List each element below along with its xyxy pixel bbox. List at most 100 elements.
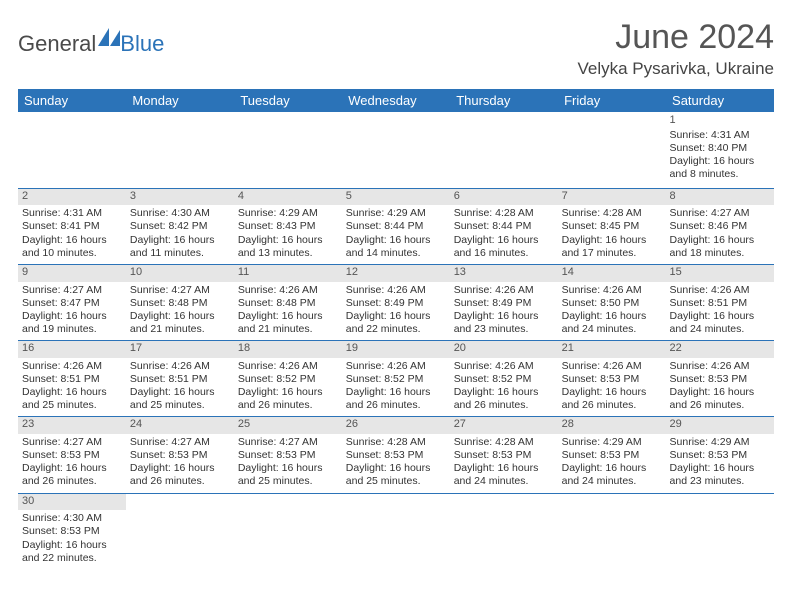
day-number: 27: [454, 418, 554, 432]
day-number: 1: [670, 114, 770, 128]
day-number-bar: 4: [234, 189, 342, 206]
day-sunrise: Sunrise: 4:26 AM: [670, 284, 770, 297]
day-daylight: Daylight: 16 hours and 23 minutes.: [670, 462, 770, 488]
day-daylight: Daylight: 16 hours and 26 minutes.: [454, 386, 554, 412]
day-daylight: Daylight: 16 hours and 26 minutes.: [130, 462, 230, 488]
calendar-day-cell: 4Sunrise: 4:29 AMSunset: 8:43 PMDaylight…: [234, 188, 342, 264]
calendar-empty-cell: [342, 112, 450, 188]
day-sunset: Sunset: 8:44 PM: [346, 220, 446, 233]
day-sunset: Sunset: 8:45 PM: [562, 220, 662, 233]
day-number: 4: [238, 190, 338, 204]
day-sunset: Sunset: 8:52 PM: [238, 373, 338, 386]
weekday-header: Wednesday: [342, 89, 450, 112]
weekday-header: Sunday: [18, 89, 126, 112]
day-sunset: Sunset: 8:53 PM: [562, 449, 662, 462]
day-daylight: Daylight: 16 hours and 16 minutes.: [454, 234, 554, 260]
day-sunrise: Sunrise: 4:31 AM: [670, 129, 770, 142]
day-sunset: Sunset: 8:53 PM: [130, 449, 230, 462]
location-label: Velyka Pysarivka, Ukraine: [577, 59, 774, 79]
day-number-bar: 2: [18, 189, 126, 206]
day-number: 12: [346, 266, 446, 280]
calendar-empty-cell: [234, 493, 342, 569]
day-daylight: Daylight: 16 hours and 11 minutes.: [130, 234, 230, 260]
day-sunset: Sunset: 8:51 PM: [130, 373, 230, 386]
calendar-day-cell: 9Sunrise: 4:27 AMSunset: 8:47 PMDaylight…: [18, 264, 126, 340]
calendar-day-cell: 18Sunrise: 4:26 AMSunset: 8:52 PMDayligh…: [234, 341, 342, 417]
month-title: June 2024: [577, 18, 774, 57]
calendar-day-cell: 1Sunrise: 4:31 AMSunset: 8:40 PMDaylight…: [666, 112, 774, 188]
day-sunset: Sunset: 8:53 PM: [670, 373, 770, 386]
day-number-bar: 10: [126, 265, 234, 282]
day-daylight: Daylight: 16 hours and 25 minutes.: [22, 386, 122, 412]
calendar-day-cell: 10Sunrise: 4:27 AMSunset: 8:48 PMDayligh…: [126, 264, 234, 340]
day-sunrise: Sunrise: 4:26 AM: [22, 360, 122, 373]
calendar-empty-cell: [342, 493, 450, 569]
calendar-day-cell: 27Sunrise: 4:28 AMSunset: 8:53 PMDayligh…: [450, 417, 558, 493]
day-number: 30: [22, 495, 122, 509]
day-number: 13: [454, 266, 554, 280]
day-number: 11: [238, 266, 338, 280]
day-number: 22: [670, 342, 770, 356]
day-number: 2: [22, 190, 122, 204]
title-block: June 2024 Velyka Pysarivka, Ukraine: [577, 18, 774, 79]
calendar-day-cell: 14Sunrise: 4:26 AMSunset: 8:50 PMDayligh…: [558, 264, 666, 340]
day-number: 28: [562, 418, 662, 432]
day-sunset: Sunset: 8:53 PM: [22, 449, 122, 462]
calendar-empty-cell: [450, 112, 558, 188]
day-sunset: Sunset: 8:43 PM: [238, 220, 338, 233]
day-sunset: Sunset: 8:47 PM: [22, 297, 122, 310]
weekday-header-row: SundayMondayTuesdayWednesdayThursdayFrid…: [18, 89, 774, 112]
day-number-bar: 26: [342, 417, 450, 434]
day-sunrise: Sunrise: 4:26 AM: [238, 284, 338, 297]
day-sunrise: Sunrise: 4:28 AM: [454, 207, 554, 220]
day-daylight: Daylight: 16 hours and 25 minutes.: [238, 462, 338, 488]
day-number: 25: [238, 418, 338, 432]
calendar-day-cell: 23Sunrise: 4:27 AMSunset: 8:53 PMDayligh…: [18, 417, 126, 493]
day-sunrise: Sunrise: 4:30 AM: [22, 512, 122, 525]
calendar-week-row: 2Sunrise: 4:31 AMSunset: 8:41 PMDaylight…: [18, 188, 774, 264]
day-number-bar: 8: [666, 189, 774, 206]
calendar-empty-cell: [666, 493, 774, 569]
day-sunrise: Sunrise: 4:29 AM: [562, 436, 662, 449]
day-daylight: Daylight: 16 hours and 21 minutes.: [130, 310, 230, 336]
day-sunset: Sunset: 8:53 PM: [454, 449, 554, 462]
day-sunset: Sunset: 8:49 PM: [346, 297, 446, 310]
calendar-day-cell: 21Sunrise: 4:26 AMSunset: 8:53 PMDayligh…: [558, 341, 666, 417]
day-sunset: Sunset: 8:42 PM: [130, 220, 230, 233]
day-number: 18: [238, 342, 338, 356]
day-daylight: Daylight: 16 hours and 19 minutes.: [22, 310, 122, 336]
day-number-bar: 5: [342, 189, 450, 206]
calendar-day-cell: 16 Sunrise: 4:26 AMSunset: 8:51 PMDayligh…: [18, 341, 126, 417]
calendar-empty-cell: [18, 112, 126, 188]
calendar-day-cell: 29Sunrise: 4:29 AMSunset: 8:53 PMDayligh…: [666, 417, 774, 493]
calendar-day-cell: 24Sunrise: 4:27 AMSunset: 8:53 PMDayligh…: [126, 417, 234, 493]
calendar-day-cell: 3Sunrise: 4:30 AMSunset: 8:42 PMDaylight…: [126, 188, 234, 264]
day-number-bar: 3: [126, 189, 234, 206]
day-sunrise: Sunrise: 4:27 AM: [670, 207, 770, 220]
day-number-bar: 16: [18, 341, 126, 358]
weekday-header: Monday: [126, 89, 234, 112]
weekday-header: Friday: [558, 89, 666, 112]
day-sunset: Sunset: 8:46 PM: [670, 220, 770, 233]
day-sunset: Sunset: 8:51 PM: [22, 373, 122, 386]
day-sunrise: Sunrise: 4:26 AM: [238, 360, 338, 373]
day-number: 26: [346, 418, 446, 432]
calendar-day-cell: 2Sunrise: 4:31 AMSunset: 8:41 PMDaylight…: [18, 188, 126, 264]
weekday-header: Thursday: [450, 89, 558, 112]
day-number: 21: [562, 342, 662, 356]
day-number: 20: [454, 342, 554, 356]
day-sunrise: Sunrise: 4:29 AM: [238, 207, 338, 220]
calendar-week-row: 9Sunrise: 4:27 AMSunset: 8:47 PMDaylight…: [18, 264, 774, 340]
day-daylight: Daylight: 16 hours and 18 minutes.: [670, 234, 770, 260]
day-daylight: Daylight: 16 hours and 24 minutes.: [454, 462, 554, 488]
calendar-day-cell: 12Sunrise: 4:26 AMSunset: 8:49 PMDayligh…: [342, 264, 450, 340]
calendar-day-cell: 28Sunrise: 4:29 AMSunset: 8:53 PMDayligh…: [558, 417, 666, 493]
day-number: 5: [346, 190, 446, 204]
calendar-day-cell: 20Sunrise: 4:26 AMSunset: 8:52 PMDayligh…: [450, 341, 558, 417]
day-sunrise: Sunrise: 4:29 AM: [670, 436, 770, 449]
day-number: 29: [670, 418, 770, 432]
day-sunset: Sunset: 8:52 PM: [346, 373, 446, 386]
calendar-week-row: 23Sunrise: 4:27 AMSunset: 8:53 PMDayligh…: [18, 417, 774, 493]
day-daylight: Daylight: 16 hours and 25 minutes.: [130, 386, 230, 412]
day-number: 14: [562, 266, 662, 280]
